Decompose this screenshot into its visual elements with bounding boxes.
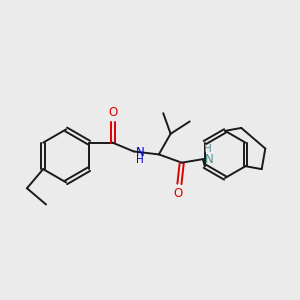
Text: N: N [205, 153, 213, 166]
Text: O: O [108, 106, 117, 119]
Text: O: O [173, 188, 183, 200]
Text: H: H [136, 155, 144, 165]
Text: H: H [205, 144, 212, 154]
Text: N: N [136, 146, 145, 159]
